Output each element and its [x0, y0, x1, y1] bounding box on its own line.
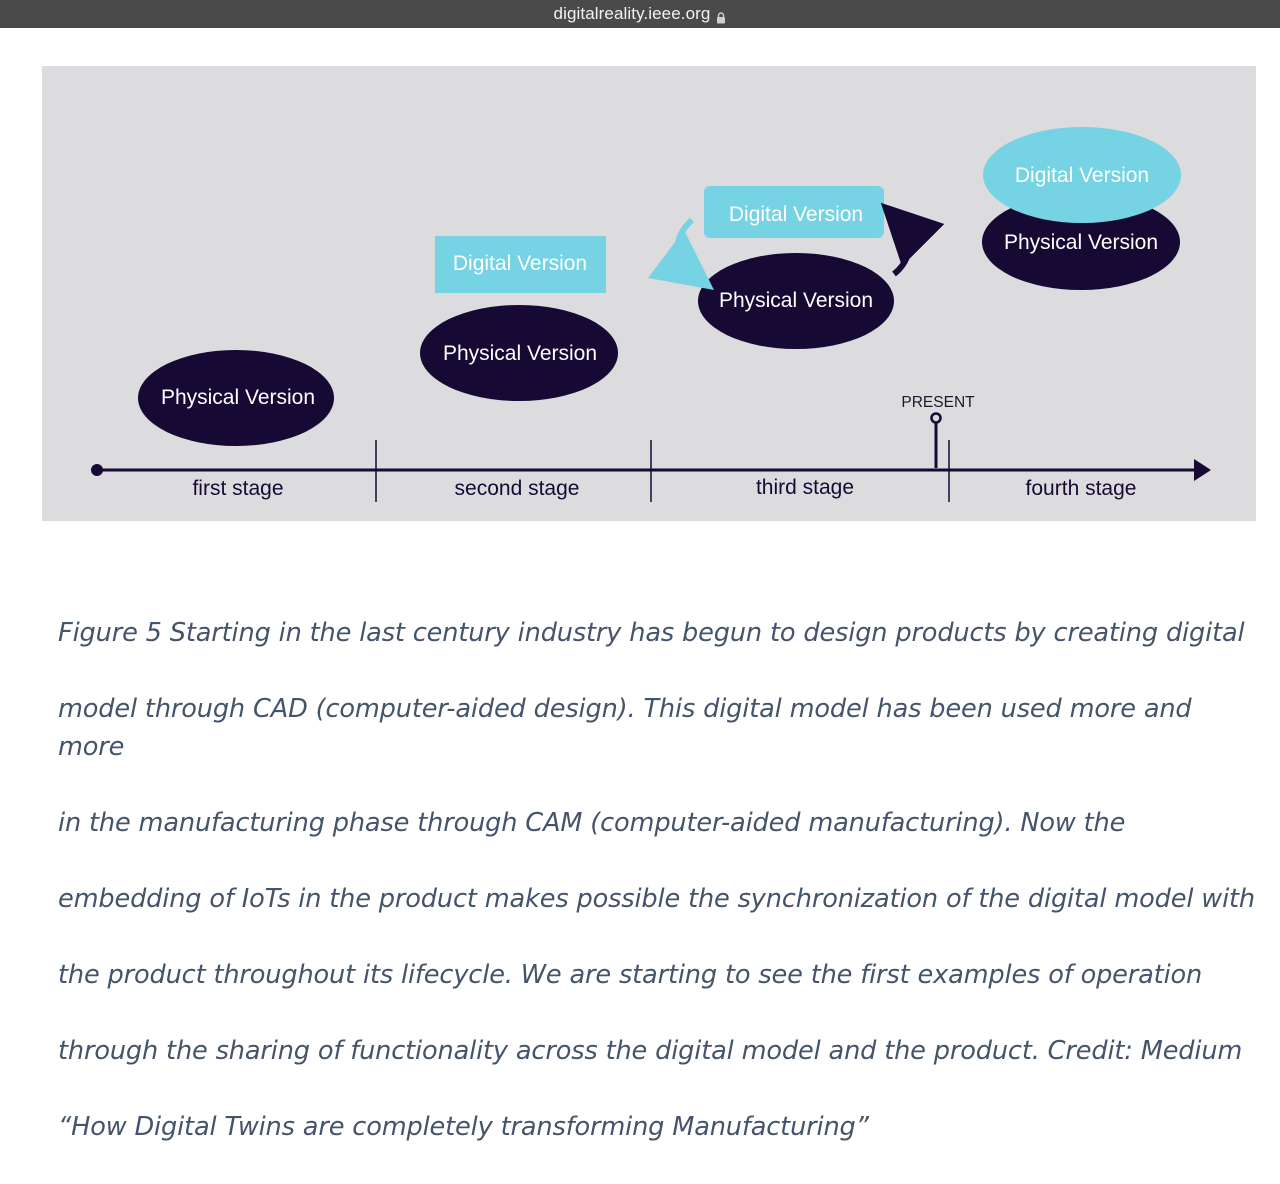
stage-label-third: third stage [756, 476, 854, 499]
stage-second-group: Digital Version Physical Version [420, 236, 618, 401]
caption-line: model through CAD (computer-aided design… [58, 694, 1192, 762]
caption-line: in the manufacturing phase through CAM (… [58, 808, 1126, 838]
url-text: digitalreality.ieee.org [553, 4, 711, 23]
digital-version-box [704, 186, 884, 238]
stage-label-first: first stage [192, 477, 283, 500]
figure-caption: Figure 5 Starting in the last century in… [58, 576, 1258, 1184]
physical-version-label: Physical Version [719, 289, 873, 312]
physical-version-label: Physical Version [443, 342, 597, 365]
digital-version-label: Digital Version [453, 252, 587, 275]
sync-arrow-up-icon [880, 202, 945, 277]
lock-icon [716, 9, 726, 24]
physical-version-ellipse [698, 253, 894, 349]
browser-address-bar[interactable]: digitalreality.ieee.org [0, 0, 1280, 28]
stage-third-group: Digital Version Physical Version [647, 186, 945, 349]
timeline-axis [91, 440, 1211, 502]
physical-version-label: Physical Version [161, 386, 315, 409]
caption-line: “How Digital Twins are completely transf… [58, 1112, 869, 1142]
stage-label-fourth: fourth stage [1026, 477, 1137, 500]
sync-arrow-down-icon [647, 217, 714, 291]
present-label: PRESENT [901, 394, 975, 411]
stage-first-group: Physical Version [138, 350, 334, 446]
timeline-arrow-head [1194, 459, 1211, 481]
digital-version-box [435, 236, 606, 293]
digital-twin-timeline-figure: PRESENT first stage second stage third s… [42, 66, 1256, 521]
digital-version-label: Digital Version [729, 203, 863, 226]
caption-line: embedding of IoTs in the product makes p… [58, 884, 1255, 914]
stage-fourth-group: Physical Version Digital Version [982, 127, 1181, 290]
present-marker: PRESENT [901, 394, 975, 468]
stage-label-second: second stage [455, 477, 580, 500]
physical-version-ellipse [420, 305, 618, 401]
digital-version-label: Digital Version [1015, 164, 1149, 187]
caption-line: the product throughout its lifecycle. We… [58, 960, 1203, 990]
timeline-diagram: PRESENT first stage second stage third s… [91, 127, 1211, 502]
physical-version-ellipse [138, 350, 334, 446]
physical-version-label: Physical Version [1004, 231, 1158, 254]
caption-line: through the sharing of functionality acr… [58, 1036, 1243, 1066]
physical-version-ellipse [982, 194, 1180, 290]
digital-version-ellipse [983, 127, 1181, 223]
caption-line: Figure 5 Starting in the last century in… [58, 618, 1245, 648]
